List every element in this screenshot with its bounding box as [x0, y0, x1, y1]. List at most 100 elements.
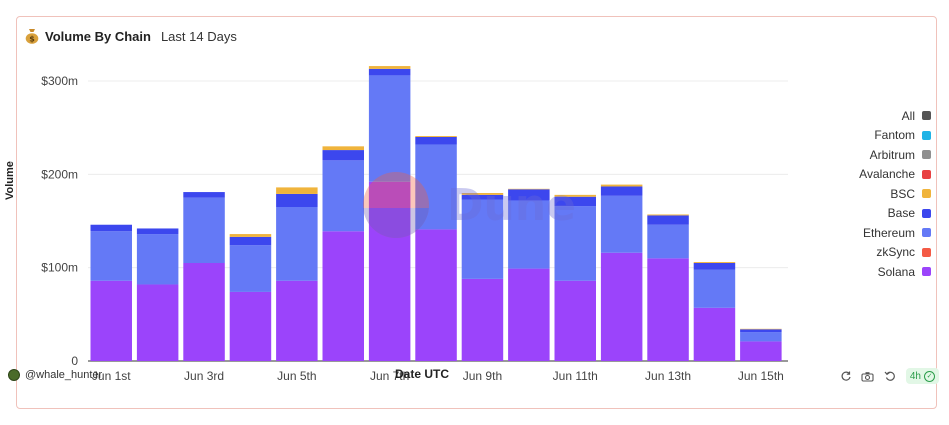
- author-name[interactable]: @whale_hunter: [25, 369, 103, 381]
- bar-segment-base[interactable]: [740, 329, 782, 333]
- money-bag-icon: $: [25, 29, 39, 44]
- bar-segment-ethereum[interactable]: [90, 231, 133, 281]
- legend-label: Solana: [877, 264, 915, 279]
- bar-segment-ethereum[interactable]: [183, 197, 225, 263]
- bar-segment-bsc[interactable]: [229, 234, 272, 237]
- bar-segment-ethereum[interactable]: [740, 332, 782, 342]
- bar-segment-solana[interactable]: [740, 341, 782, 361]
- x-tick-label: Jun 5th: [277, 369, 316, 383]
- bar-segment-solana[interactable]: [183, 263, 225, 361]
- legend-item-ethereum[interactable]: Ethereum: [859, 223, 931, 243]
- legend-item-avalanche[interactable]: Avalanche: [859, 165, 931, 185]
- bar-segment-ethereum[interactable]: [276, 207, 318, 281]
- svg-text:$: $: [29, 35, 35, 44]
- bar-segment-bsc[interactable]: [415, 136, 457, 137]
- chart-subtitle: Last 14 Days: [160, 28, 237, 44]
- bar-segment-ethereum[interactable]: [368, 75, 411, 182]
- refresh-interval-label: 4h: [909, 370, 921, 382]
- legend-swatch: [922, 111, 931, 121]
- bar-segment-solana[interactable]: [322, 231, 365, 361]
- bar-segment-bsc[interactable]: [508, 188, 550, 190]
- bar-segment-solana[interactable]: [368, 181, 411, 361]
- bar-segment-solana[interactable]: [600, 252, 643, 361]
- x-tick-label: Jun 3rd: [184, 369, 224, 383]
- bar-segment-solana[interactable]: [461, 278, 504, 361]
- bar-segment-base[interactable]: [554, 196, 597, 207]
- legend-label: zkSync: [876, 245, 915, 260]
- bar-segment-bsc[interactable]: [368, 66, 411, 69]
- x-tick-label: Jun 15th: [738, 369, 784, 383]
- bar-segment-base[interactable]: [229, 236, 272, 246]
- y-tick-label: $300m: [41, 74, 78, 88]
- bar-segment-bsc[interactable]: [461, 193, 504, 195]
- bar-segment-base[interactable]: [368, 68, 411, 76]
- legend-swatch: [922, 208, 931, 218]
- bar-segment-base[interactable]: [508, 189, 550, 201]
- legend-label: Ethereum: [862, 225, 915, 240]
- legend-swatch: [922, 189, 931, 199]
- legend-label: Arbitrum: [869, 147, 915, 162]
- bar-segment-base[interactable]: [415, 137, 457, 145]
- bar-segment-bsc[interactable]: [693, 262, 736, 263]
- bar-segment-ethereum[interactable]: [322, 160, 365, 232]
- bar-segment-base[interactable]: [322, 150, 365, 161]
- chart-legend: All Fantom Arbitrum Avalanche BSC Base Ethereu…: [859, 106, 931, 282]
- bar-segment-bsc[interactable]: [647, 214, 689, 216]
- legend-item-fantom[interactable]: Fantom: [859, 126, 931, 146]
- bar-segment-solana[interactable]: [647, 258, 689, 361]
- x-axis-title: Date UTC: [395, 367, 450, 381]
- bar-segment-ethereum[interactable]: [508, 200, 550, 269]
- bar-segment-ethereum[interactable]: [693, 269, 736, 308]
- bar-segment-base[interactable]: [276, 193, 318, 207]
- bar-segment-solana[interactable]: [415, 229, 457, 361]
- bar-segment-ethereum[interactable]: [136, 234, 179, 285]
- bar-segment-bsc[interactable]: [276, 187, 318, 194]
- bar-segment-ethereum[interactable]: [229, 245, 272, 292]
- bar-segment-solana[interactable]: [90, 280, 133, 361]
- legend-item-zksync[interactable]: zkSync: [859, 243, 931, 263]
- legend-swatch: [922, 130, 931, 140]
- legend-item-all[interactable]: All: [859, 106, 931, 126]
- legend-swatch: [922, 267, 931, 277]
- legend-label: Base: [887, 206, 915, 221]
- bar-segment-ethereum[interactable]: [600, 195, 643, 253]
- bar-segment-base[interactable]: [647, 215, 689, 225]
- legend-item-solana[interactable]: Solana: [859, 262, 931, 282]
- legend-label: All: [901, 108, 915, 123]
- y-axis-ticks: 0 $100m $200m $300m: [41, 74, 78, 368]
- bar-segment-ethereum[interactable]: [554, 206, 597, 281]
- bar-segment-solana[interactable]: [276, 280, 318, 361]
- refresh-interval-badge[interactable]: 4h ✓: [905, 368, 939, 384]
- bar-segment-base[interactable]: [183, 192, 225, 198]
- bar-segment-ethereum[interactable]: [461, 199, 504, 279]
- undo-icon[interactable]: [882, 368, 898, 384]
- camera-icon[interactable]: [860, 368, 876, 384]
- bar-segment-bsc[interactable]: [322, 146, 365, 151]
- bar-segment-solana[interactable]: [693, 307, 736, 361]
- bar-segment-ethereum[interactable]: [415, 144, 457, 230]
- legend-label: BSC: [890, 186, 915, 201]
- x-tick-label: Jun 7th: [370, 369, 409, 383]
- bar-segment-bsc[interactable]: [600, 184, 643, 187]
- legend-item-base[interactable]: Base: [859, 204, 931, 224]
- bar-segment-base[interactable]: [600, 186, 643, 196]
- legend-item-arbitrum[interactable]: Arbitrum: [859, 145, 931, 165]
- author-info[interactable]: @whale_hunter: [8, 369, 102, 381]
- check-icon: ✓: [924, 370, 935, 382]
- bar-segment-solana[interactable]: [136, 284, 179, 361]
- bar-segment-solana[interactable]: [229, 291, 272, 361]
- legend-item-bsc[interactable]: BSC: [859, 184, 931, 204]
- bar-segment-bsc[interactable]: [740, 328, 782, 330]
- refresh-icon[interactable]: [838, 368, 854, 384]
- bar-segment-base[interactable]: [90, 224, 133, 232]
- bar-segment-bsc[interactable]: [554, 194, 597, 197]
- bar-segment-solana[interactable]: [554, 280, 597, 361]
- chart-bars: [90, 66, 782, 361]
- bar-segment-base[interactable]: [136, 228, 179, 235]
- bar-segment-solana[interactable]: [508, 268, 550, 361]
- bar-segment-ethereum[interactable]: [647, 224, 689, 259]
- bar-segment-base[interactable]: [461, 194, 504, 200]
- legend-label: Avalanche: [859, 167, 915, 182]
- bar-segment-base[interactable]: [693, 263, 736, 270]
